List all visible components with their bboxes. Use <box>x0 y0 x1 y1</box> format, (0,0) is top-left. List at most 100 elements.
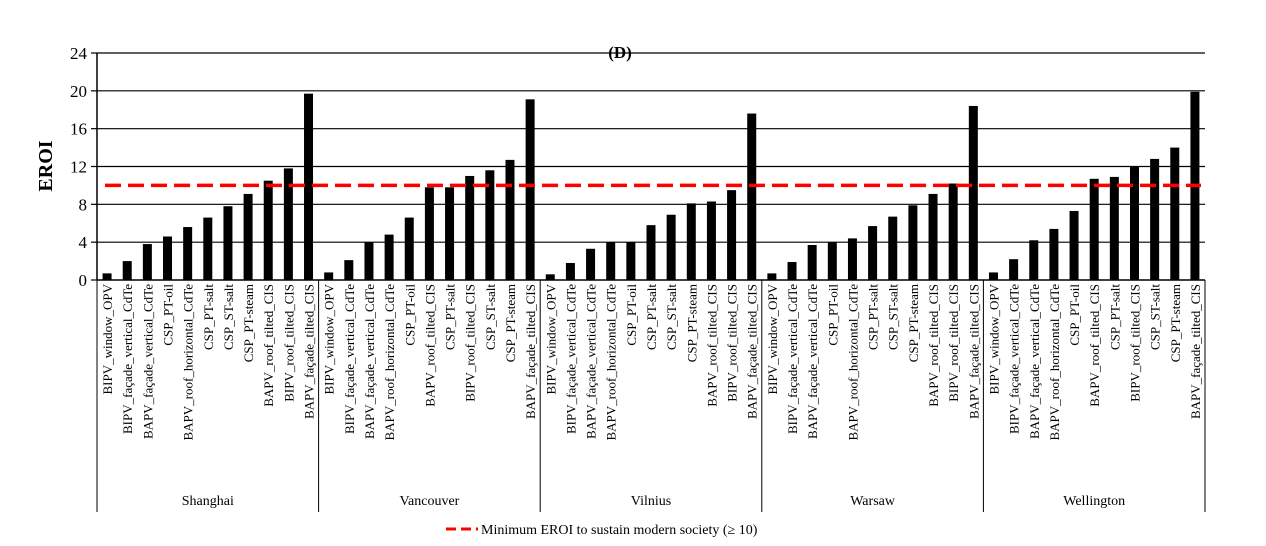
bar <box>1069 210 1079 280</box>
x-tick-label: CSP_PT-steam <box>906 284 921 362</box>
bar <box>706 201 716 280</box>
bar <box>908 205 918 280</box>
bar <box>847 238 857 280</box>
y-tick-label: 20 <box>70 82 87 101</box>
bar <box>747 113 757 281</box>
x-tick-label: BIPV_window_OPV <box>543 283 558 394</box>
x-tick-label: CSP_ST-salt <box>1148 284 1163 350</box>
bar <box>505 159 515 280</box>
x-tick-label: BAPV_façade_vertical_CdTe <box>1027 284 1042 439</box>
x-tick-label: CSP_PT-oil <box>825 284 840 346</box>
x-tick-label: BIPV_façade_vertical_CdTe <box>785 284 800 434</box>
x-tick-label: CSP_PT-steam <box>684 284 699 362</box>
x-tick-label: BIPV_window_OPV <box>765 283 780 394</box>
x-tick-label: BIPV_window_OPV <box>100 283 115 394</box>
bar <box>183 227 193 280</box>
legend: Minimum EROI to sustain modern society (… <box>446 523 758 538</box>
y-tick-label: 8 <box>79 195 88 214</box>
bar <box>404 217 414 280</box>
bar <box>787 262 797 280</box>
bar <box>525 99 535 281</box>
bar <box>827 242 837 280</box>
x-tick-label: BIPV_façade_vertical_CdTe <box>563 284 578 434</box>
bar <box>263 180 273 280</box>
y-tick-label: 24 <box>70 44 88 63</box>
x-tick-label: BAPV_façade_tilted_CIS <box>1188 284 1203 419</box>
x-tick-label: BAPV_roof_horizontal_CdTe <box>382 284 397 441</box>
x-tick-label: BIPV_façade_vertical_CdTe <box>120 284 135 434</box>
bar <box>727 190 737 280</box>
gridlines <box>97 52 1205 243</box>
bar <box>626 242 636 280</box>
x-tick-label: BIPV_façade_vertical_CdTe <box>342 284 357 434</box>
bar <box>666 214 676 280</box>
bar <box>928 193 938 280</box>
x-tick-label: CSP_ST-salt <box>886 284 901 350</box>
x-tick-label: BAPV_roof_tilted_CIS <box>704 284 719 407</box>
bars <box>102 91 1200 281</box>
bar <box>102 273 112 280</box>
bar <box>344 260 354 280</box>
x-tick-label: CSP_PT-salt <box>1107 284 1122 350</box>
x-tick-label: BAPV_roof_horizontal_CdTe <box>181 284 196 441</box>
bar <box>243 193 253 280</box>
bar <box>807 245 817 280</box>
x-tick-label: BAPV_roof_tilted_CIS <box>261 284 276 407</box>
bar <box>586 248 596 280</box>
x-tick-label: BIPV_roof_tilted_CIS <box>946 284 961 402</box>
bar <box>324 272 334 280</box>
bar <box>1150 158 1160 280</box>
bar <box>686 203 696 280</box>
x-tick-label: CSP_PT-steam <box>241 284 256 362</box>
bar <box>1049 228 1059 280</box>
x-tick-label: CSP_PT-oil <box>402 284 417 346</box>
legend-threshold-label: Minimum EROI to sustain modern society (… <box>481 523 758 538</box>
x-tick-label: BIPV_façade_vertical_CdTe <box>1007 284 1022 434</box>
x-tick-label: BIPV_roof_tilted_CIS <box>463 284 478 402</box>
y-axis: 0 4 8 12 16 20 24 <box>70 44 98 290</box>
x-tick-label: BAPV_façade_tilted_CIS <box>966 284 981 419</box>
x-tick-label: BAPV_façade_vertical_CdTe <box>140 284 155 439</box>
x-tick-label: BIPV_roof_tilted_CIS <box>281 284 296 402</box>
bar <box>545 274 555 280</box>
group-label: Wellington <box>1063 494 1125 509</box>
bar <box>1170 147 1180 280</box>
x-tick-label: BAPV_façade_vertical_CdTe <box>805 284 820 439</box>
bar <box>163 236 173 280</box>
x-tick-label: BAPV_façade_vertical_CdTe <box>584 284 599 439</box>
x-tick-label: CSP_ST-salt <box>483 284 498 350</box>
x-tick-label: BAPV_roof_tilted_CIS <box>1087 284 1102 407</box>
x-tick-label: BAPV_roof_horizontal_CdTe <box>604 284 619 441</box>
x-tick-label: BAPV_façade_tilted_CIS <box>523 284 538 419</box>
bar <box>767 273 777 280</box>
y-axis-label: EROI <box>35 140 57 191</box>
y-tick-label: 4 <box>79 233 88 252</box>
y-tick-label: 16 <box>70 120 87 139</box>
x-tick-label: CSP_PT-salt <box>443 284 458 350</box>
group-label: Vilnius <box>631 494 671 509</box>
x-tick-label: BAPV_façade_tilted_CIS <box>302 284 317 419</box>
bar <box>1009 259 1019 280</box>
x-tick-label: CSP_PT-salt <box>866 284 881 350</box>
y-tick-label: 12 <box>70 158 87 177</box>
bar <box>304 93 314 280</box>
group-label: Warsaw <box>850 494 896 509</box>
x-tick-label: CSP_PT-salt <box>644 284 659 350</box>
bar <box>283 168 293 280</box>
x-tick-label: BAPV_roof_tilted_CIS <box>926 284 941 407</box>
x-axis: BIPV_window_OPV BIPV_façade_vertical_CdTe… <box>96 279 1206 512</box>
bar <box>968 105 978 280</box>
x-tick-label: BAPV_roof_horizontal_CdTe <box>845 284 860 441</box>
x-tick-label: BAPV_roof_tilted_CIS <box>422 284 437 407</box>
x-tick-label: CSP_PT-oil <box>161 284 176 346</box>
bar <box>606 242 616 280</box>
bar <box>646 225 656 280</box>
x-tick-label: CSP_ST-salt <box>664 284 679 350</box>
bar <box>485 170 495 280</box>
bar <box>465 175 475 280</box>
bar <box>868 226 878 280</box>
group-label: Vancouver <box>399 494 459 509</box>
bar <box>223 206 233 280</box>
x-tick-label: BAPV_roof_horizontal_CdTe <box>1047 284 1062 441</box>
